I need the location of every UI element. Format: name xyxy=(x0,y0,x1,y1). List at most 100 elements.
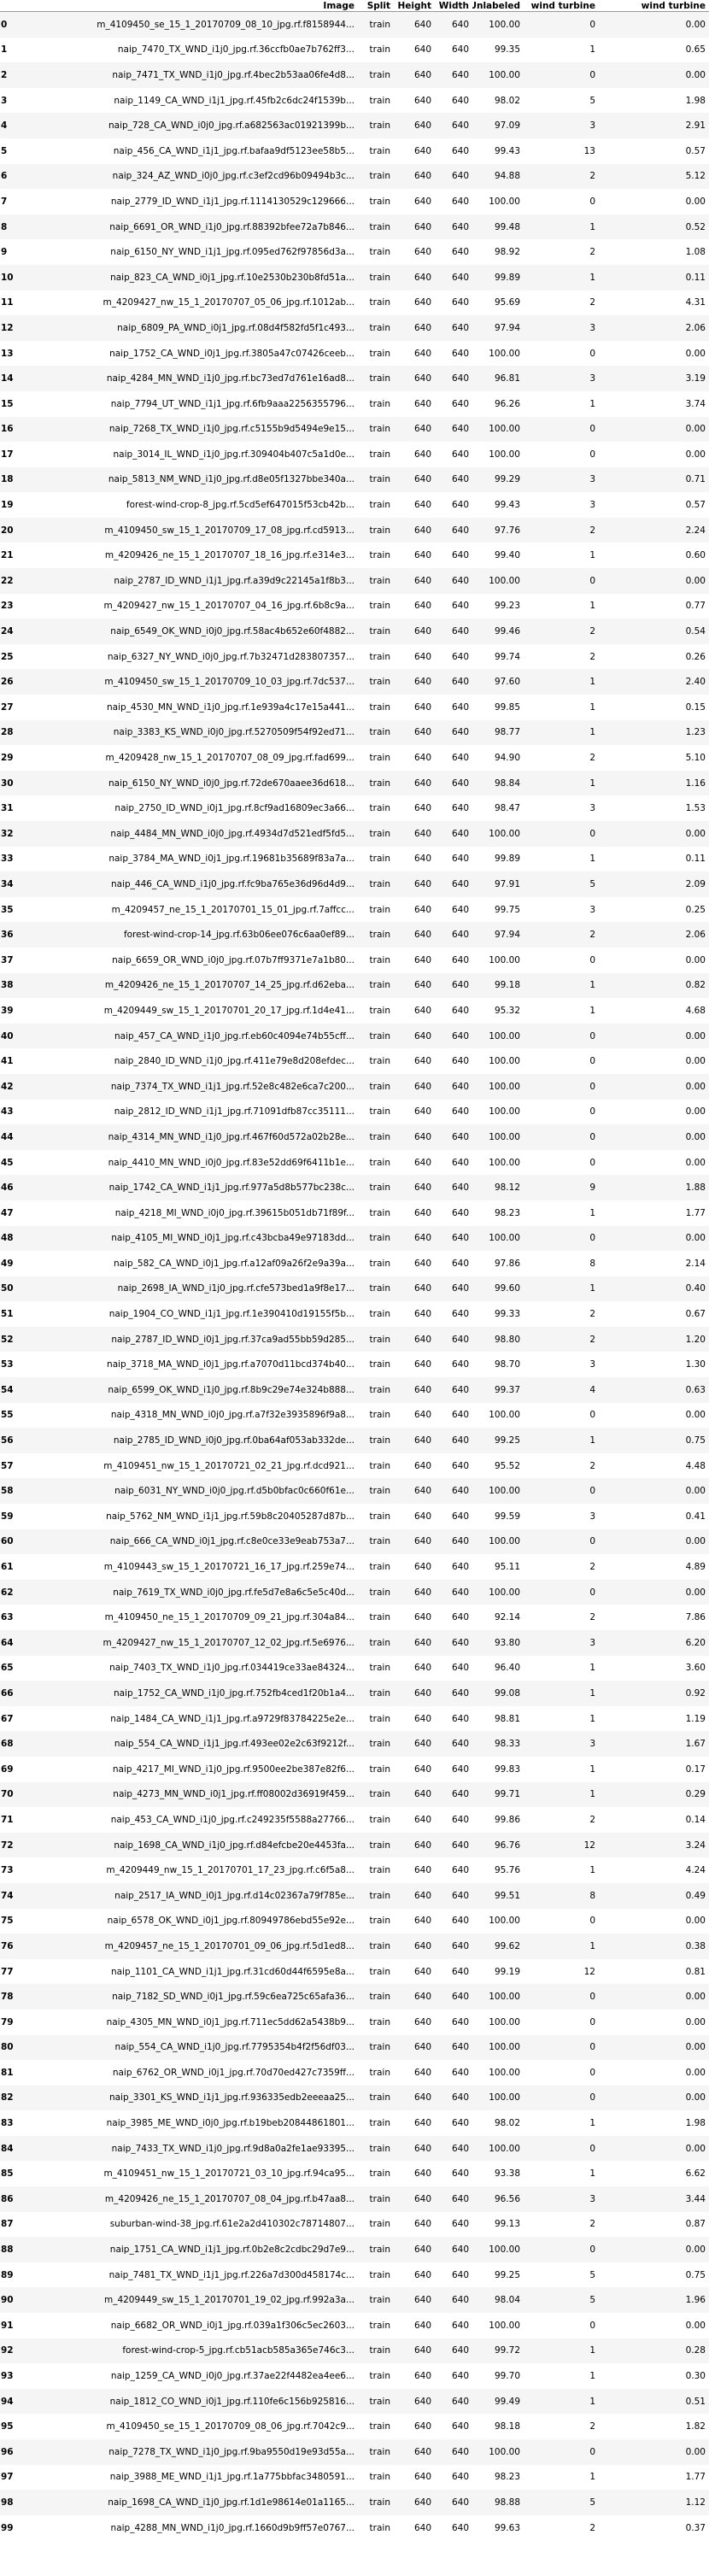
table-cell: 640 xyxy=(451,1359,469,1370)
table-cell: naip_7374_TX_WND_i1j1_jpg.rf.52e8c482e6c… xyxy=(22,1073,358,1100)
table-cell: 640 xyxy=(413,1258,431,1269)
table-cell: 640 xyxy=(451,1865,469,1876)
table-cell: 0 xyxy=(524,821,599,847)
table-cell: 93.80 xyxy=(472,1630,524,1656)
table-cell: 640 xyxy=(451,753,469,764)
row-index: 29 xyxy=(1,753,14,764)
table-cell: train xyxy=(369,1157,390,1168)
table-cell: 96.81 xyxy=(472,366,524,391)
table-cell: train xyxy=(369,1713,390,1724)
row-index: 79 xyxy=(1,2016,14,2027)
table-cell: 2 xyxy=(589,1309,595,1320)
table-cell: 640 xyxy=(435,1579,472,1605)
table-cell: 640 xyxy=(413,2269,431,2280)
table-cell: 1 xyxy=(524,1276,599,1302)
table-cell: train xyxy=(369,753,390,764)
table-cell: train xyxy=(369,1763,390,1775)
table-cell: 640 xyxy=(451,601,469,612)
table-cell: 1 xyxy=(589,701,595,713)
row-index: 46 xyxy=(0,1175,22,1200)
table-cell: 99.29 xyxy=(472,466,524,493)
table-cell: m_4209426_ne_15_1_20170707_08_04_jpg.rf.… xyxy=(22,2186,358,2212)
table-cell: 640 xyxy=(435,2388,472,2415)
table-cell: naip_823_CA_WND_i0j1_jpg.rf.10e2530b230b… xyxy=(22,264,358,290)
table-cell: train xyxy=(369,904,390,915)
table-cell: 97.76 xyxy=(472,517,524,543)
table-cell: 99.33 xyxy=(494,1309,520,1320)
table-cell: 0.87 xyxy=(685,2219,706,2230)
table-cell: 0.00 xyxy=(599,1124,709,1150)
table-cell: 0 xyxy=(589,348,595,359)
table-cell: 1.77 xyxy=(685,2472,706,2483)
table-cell: 5 xyxy=(589,2269,595,2280)
table-cell: 1 xyxy=(589,2118,595,2129)
table-cell: 0.00 xyxy=(599,568,709,594)
table-cell: 0.63 xyxy=(599,1377,709,1403)
table-cell: train xyxy=(369,1865,390,1876)
row-index: 32 xyxy=(0,821,22,847)
table-cell: 0.26 xyxy=(685,651,706,662)
table-cell: train xyxy=(358,366,394,391)
row-index: 97 xyxy=(1,2472,14,2483)
table-cell: train xyxy=(358,1933,394,1959)
table-cell: 1 xyxy=(524,214,599,240)
table-cell: 640 xyxy=(394,214,435,240)
table-cell: 640 xyxy=(435,922,472,948)
table-cell: 640 xyxy=(394,1073,435,1100)
table-cell: 640 xyxy=(435,1781,472,1808)
table-cell: 0 xyxy=(524,1579,599,1605)
table-cell: naip_4105_MI_WND_i0j1_jpg.rf.c43bcba49e9… xyxy=(22,1225,358,1252)
table-cell: train xyxy=(369,1056,390,1067)
table-cell: 640 xyxy=(394,1984,435,2010)
table-cell: 0.00 xyxy=(685,196,706,207)
table-cell: train xyxy=(358,1073,394,1100)
table-cell: 6.62 xyxy=(685,2168,706,2180)
table-cell: 1 xyxy=(589,854,595,865)
table-cell: 640 xyxy=(394,264,435,290)
table-cell: 0.00 xyxy=(599,2439,709,2465)
table-cell: 100.00 xyxy=(472,2237,524,2262)
table-cell: 640 xyxy=(413,701,431,713)
table-cell: train xyxy=(369,297,390,308)
table-cell: suburban-wind-38_jpg.rf.61e2a2d410302c78… xyxy=(109,2219,354,2230)
table-cell: 0.81 xyxy=(685,1966,706,1977)
table-cell: naip_2787_ID_WND_i1j1_jpg.rf.a39d9c22145… xyxy=(22,568,358,594)
table-cell: naip_4273_MN_WND_i0j1_jpg.rf.ff08002d369… xyxy=(22,1781,358,1808)
table-cell: 640 xyxy=(451,500,469,511)
table-cell: naip_1904_CO_WND_i1j1_jpg.rf.1e390410d19… xyxy=(108,1309,354,1320)
table-cell: train xyxy=(358,669,394,695)
row-index: 53 xyxy=(1,1359,14,1370)
table-cell: 640 xyxy=(394,821,435,847)
table-cell: train xyxy=(358,1023,394,1049)
table-cell: naip_2785_ID_WND_i0j0_jpg.rf.0ba64af053a… xyxy=(22,1428,358,1453)
table-cell: 98.81 xyxy=(494,1713,520,1724)
table-cell: 1 xyxy=(524,2338,599,2364)
table-cell: 100.00 xyxy=(489,1106,520,1118)
table-cell: train xyxy=(369,1207,390,1218)
table-cell: 1 xyxy=(589,1663,595,1674)
table-cell: 1 xyxy=(589,1207,595,1218)
table-cell: naip_324_AZ_WND_i0j0_jpg.rf.c3ef2cd96b09… xyxy=(22,163,358,190)
table-cell: 100.00 xyxy=(472,416,524,443)
row-index: 80 xyxy=(0,2034,22,2061)
row-index: 23 xyxy=(1,601,14,612)
table-cell: train xyxy=(369,1005,390,1016)
table-cell: 3 xyxy=(589,1359,595,1370)
table-cell: 2 xyxy=(589,1460,595,1471)
table-cell: 640 xyxy=(435,416,472,443)
row-index: 55 xyxy=(1,1410,14,1421)
table-cell: 0.82 xyxy=(599,972,709,999)
table-cell: 100.00 xyxy=(472,1529,524,1555)
table-cell: 0.00 xyxy=(685,2320,706,2331)
table-cell: 99.25 xyxy=(472,1428,524,1453)
table-cell: 2.24 xyxy=(599,517,709,543)
table-cell: 0 xyxy=(524,12,599,38)
table-cell: naip_7619_TX_WND_i0j0_jpg.rf.fe5d7e8a6c5… xyxy=(22,1579,358,1605)
table-cell: 640 xyxy=(413,1056,431,1067)
table-cell: 640 xyxy=(394,719,435,746)
row-index: 68 xyxy=(0,1731,22,1757)
row-index: 87 xyxy=(1,2219,14,2230)
table-cell: train xyxy=(369,44,390,56)
table-cell: 100.00 xyxy=(472,821,524,847)
table-cell: 2 xyxy=(589,1562,595,1573)
